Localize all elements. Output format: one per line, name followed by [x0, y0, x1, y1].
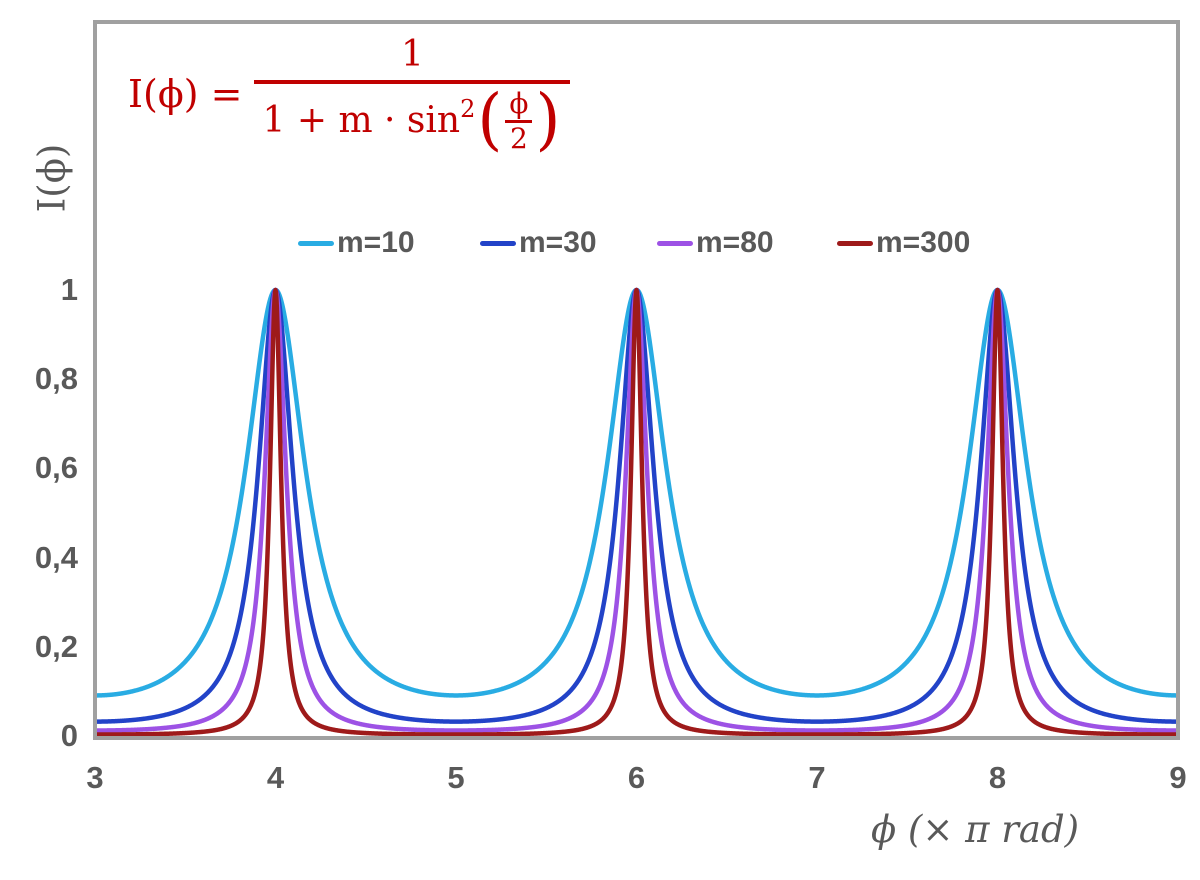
legend-label: m=80	[696, 226, 774, 259]
y-tick-label-0_4: 0,4	[34, 539, 78, 575]
x-tick-label-8: 8	[988, 760, 1007, 795]
inner-fraction: ϕ 2	[505, 89, 533, 155]
x-tick-label-9: 9	[1169, 760, 1187, 795]
curve-m-30	[97, 287, 1176, 724]
legend-label: m=30	[519, 226, 597, 259]
legend-label: m=300	[876, 226, 971, 259]
x-axis-title: ϕ (× π rad)	[870, 808, 1080, 851]
legend-item-m-80: m=80	[657, 226, 774, 260]
legend-item-m-30: m=30	[480, 226, 597, 260]
x-tick-label-3: 3	[86, 760, 104, 795]
legend-label: m=10	[337, 226, 415, 259]
legend-line-swatch	[657, 240, 693, 246]
legend-line-swatch	[480, 240, 516, 246]
y-tick-label-0_2: 0,2	[34, 628, 78, 664]
y-tick-label-1: 1	[60, 272, 78, 307]
legend-line-swatch	[837, 240, 873, 246]
formula-lhs: I(ϕ) =	[128, 71, 243, 116]
formula-numerator: 1	[254, 34, 571, 85]
x-tick-label-7: 7	[808, 760, 826, 795]
legend-line-swatch	[298, 240, 334, 246]
plot-frame	[93, 20, 1180, 740]
y-axis-title: I(ϕ)	[30, 143, 74, 213]
formula: I(ϕ) = 1 1 + m · sin 2 ( ϕ 2 )	[128, 34, 571, 160]
formula-den-prefix: 1 + m · sin	[262, 100, 461, 142]
y-tick-label-0_8: 0,8	[34, 361, 78, 397]
curve-m-300	[97, 287, 1176, 736]
open-paren: (	[477, 81, 503, 160]
legend-item-m-10: m=10	[298, 226, 415, 260]
inner-denominator: 2	[509, 121, 528, 155]
inner-numerator: ϕ	[505, 89, 533, 123]
formula-fraction: 1 1 + m · sin 2 ( ϕ 2 )	[254, 34, 571, 160]
x-tick-label-5: 5	[447, 760, 465, 795]
curves	[97, 287, 1176, 736]
close-paren: )	[535, 81, 561, 160]
curve-m-80	[97, 287, 1176, 733]
x-tick-label-4: 4	[266, 760, 285, 795]
formula-denominator: 1 + m · sin 2 ( ϕ 2 )	[262, 81, 561, 160]
legend-item-m-300: m=300	[837, 226, 970, 260]
y-tick-label-0: 0	[60, 718, 78, 753]
x-tick-label-6: 6	[627, 760, 646, 795]
y-tick-label-0_6: 0,6	[34, 450, 78, 486]
